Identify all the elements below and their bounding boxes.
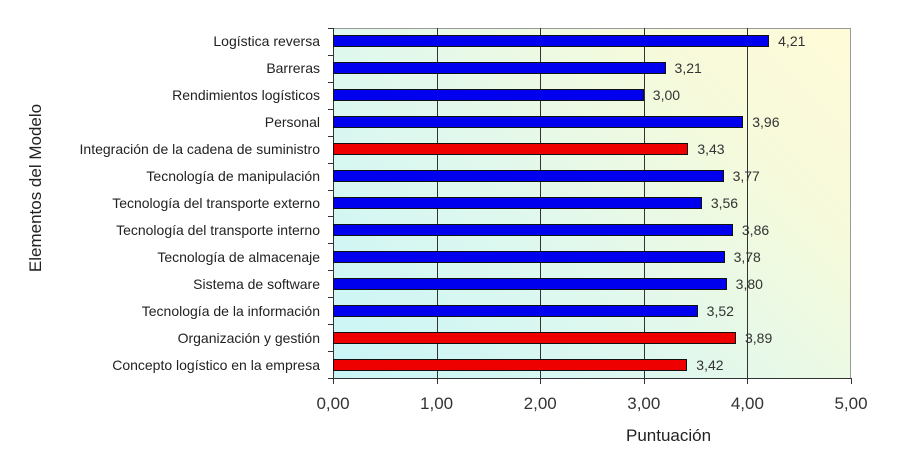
value-label: 3,77 — [732, 168, 760, 185]
bar — [333, 89, 644, 102]
y-tick — [328, 243, 333, 245]
value-label: 4,21 — [778, 33, 806, 50]
x-tick-label: 1,00 — [420, 394, 454, 413]
category-label: Integración de la cadena de suministro — [79, 141, 320, 158]
value-label: 3,89 — [745, 329, 773, 346]
value-label: 3,56 — [710, 195, 739, 211]
y-tick — [328, 162, 333, 164]
y-tick — [328, 54, 333, 56]
bar — [333, 170, 724, 183]
y-tick — [328, 135, 333, 137]
x-tick — [747, 378, 749, 384]
bar — [333, 331, 736, 344]
bar — [333, 116, 744, 129]
bar — [333, 197, 702, 209]
value-label: 3,42 — [696, 356, 724, 373]
bar — [333, 250, 725, 263]
y-tick — [328, 81, 333, 83]
value-label: 3,43 — [697, 141, 725, 158]
category-label: Sistema de software — [193, 275, 320, 292]
value-label: 3,80 — [735, 275, 763, 292]
x-axis — [333, 378, 852, 379]
gridline — [747, 28, 749, 378]
bar — [333, 358, 688, 371]
category-label: Tecnología del transporte externo — [112, 195, 320, 211]
bar — [333, 143, 689, 156]
x-tick-label: 3,00 — [627, 394, 661, 413]
bar — [333, 62, 666, 75]
y-axis-title: Elementos del Modelo — [26, 103, 45, 273]
category-label: Tecnología del transporte interno — [116, 221, 320, 238]
bar — [333, 35, 770, 48]
x-tick — [643, 378, 645, 384]
value-label: 3,86 — [741, 221, 770, 238]
value-label: 3,00 — [652, 87, 681, 104]
y-tick — [328, 270, 333, 272]
value-label: 3,96 — [752, 114, 780, 131]
category-label: Tecnología de almacenaje — [157, 248, 320, 265]
y-tick — [328, 297, 333, 299]
x-tick-label: 5,00 — [834, 394, 868, 413]
y-tick — [328, 189, 333, 191]
x-tick-label: 0,00 — [316, 394, 350, 413]
x-tick-label: 2,00 — [523, 394, 557, 413]
y-tick — [328, 351, 333, 353]
x-tick — [540, 378, 542, 384]
x-tick — [851, 378, 852, 384]
value-label: 3,21 — [674, 60, 702, 77]
category-label: Concepto logístico en la empresa — [112, 356, 320, 373]
category-label: Organización y gestión — [177, 329, 320, 346]
x-axis-title: Puntuación — [626, 426, 712, 445]
y-tick — [328, 28, 333, 29]
x-tick-label: 4,00 — [730, 394, 764, 413]
category-label: Tecnología de manipulación — [146, 168, 320, 185]
y-tick — [328, 108, 333, 110]
value-label: 3,78 — [733, 248, 761, 265]
category-label: Personal — [264, 114, 320, 131]
x-tick — [333, 378, 334, 384]
y-tick — [328, 216, 333, 218]
bar — [333, 223, 733, 236]
category-label: Tecnología de la información — [141, 302, 320, 319]
x-tick — [436, 378, 438, 384]
category-label: Barreras — [266, 60, 320, 77]
bar — [333, 277, 727, 290]
category-label: Logística reversa — [213, 33, 320, 50]
category-label: Rendimientos logísticos — [172, 87, 320, 104]
y-tick — [328, 378, 333, 379]
y-tick — [328, 324, 333, 326]
value-label: 3,52 — [706, 302, 734, 319]
bar — [333, 304, 698, 317]
